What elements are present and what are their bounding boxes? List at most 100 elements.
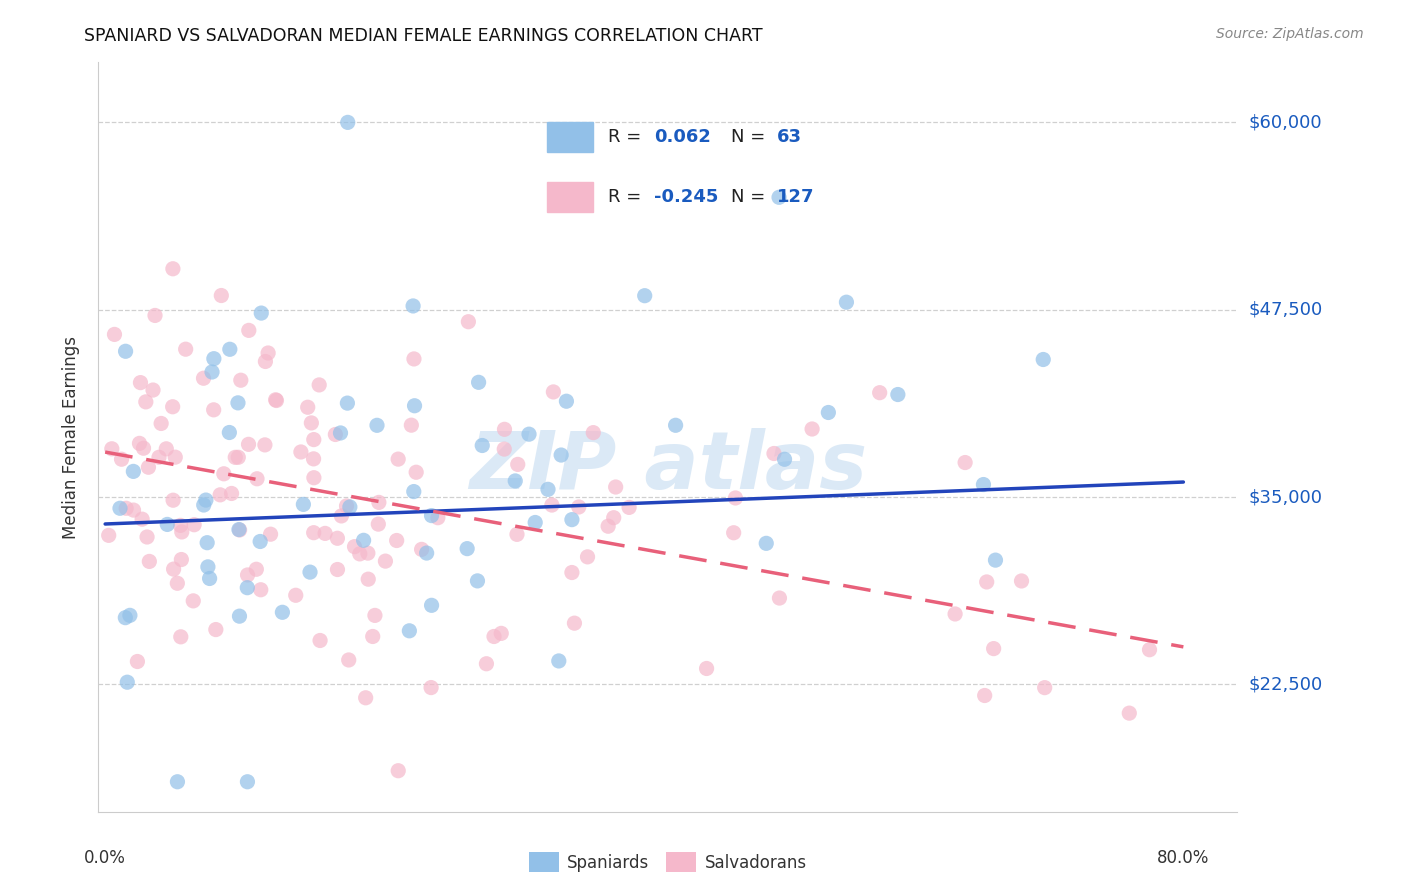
- Point: [302, 451, 325, 466]
- Point: [150, 417, 173, 431]
- Point: [353, 533, 375, 548]
- Point: [984, 553, 1007, 567]
- Point: [138, 554, 160, 568]
- Point: [202, 351, 225, 366]
- Point: [336, 396, 359, 410]
- Point: [103, 327, 125, 342]
- Point: [228, 523, 250, 537]
- Point: [299, 416, 322, 430]
- Point: [973, 689, 995, 703]
- Point: [326, 562, 349, 576]
- Point: [138, 460, 160, 475]
- Point: [467, 574, 489, 588]
- Point: [114, 610, 136, 624]
- Point: [1032, 352, 1054, 367]
- Point: [696, 661, 718, 675]
- Point: [524, 516, 547, 530]
- Point: [156, 517, 179, 532]
- Point: [290, 445, 312, 459]
- Point: [755, 536, 778, 550]
- Point: [246, 472, 269, 486]
- Point: [426, 510, 449, 524]
- Point: [194, 493, 217, 508]
- Point: [131, 512, 153, 526]
- Point: [402, 351, 425, 366]
- Point: [972, 477, 994, 491]
- Point: [337, 653, 360, 667]
- Point: [236, 568, 259, 582]
- Point: [561, 566, 583, 580]
- Point: [165, 450, 187, 465]
- Point: [209, 288, 232, 302]
- Point: [271, 605, 294, 619]
- Point: [420, 599, 443, 613]
- Point: [801, 422, 824, 436]
- Point: [198, 572, 221, 586]
- Point: [550, 448, 572, 462]
- Point: [343, 540, 366, 554]
- Point: [457, 315, 479, 329]
- Point: [339, 500, 361, 514]
- Point: [357, 546, 380, 560]
- Point: [314, 526, 336, 541]
- Point: [326, 531, 349, 545]
- Point: [374, 554, 396, 568]
- Point: [108, 501, 131, 516]
- Point: [506, 458, 529, 472]
- Point: [114, 344, 136, 359]
- Point: [202, 402, 225, 417]
- Point: [385, 533, 408, 548]
- Text: Source: ZipAtlas.com: Source: ZipAtlas.com: [1216, 27, 1364, 41]
- Point: [723, 525, 745, 540]
- Text: ZIP atlas: ZIP atlas: [468, 428, 868, 506]
- Point: [129, 376, 152, 390]
- Point: [127, 655, 149, 669]
- Point: [236, 774, 259, 789]
- Point: [325, 427, 347, 442]
- Point: [491, 626, 513, 640]
- Point: [329, 425, 352, 440]
- Point: [162, 400, 184, 414]
- Point: [209, 488, 232, 502]
- Point: [264, 392, 287, 407]
- Point: [582, 425, 605, 440]
- Text: 0.0%: 0.0%: [84, 849, 127, 867]
- Point: [835, 295, 858, 310]
- Point: [887, 387, 910, 401]
- Point: [357, 572, 380, 586]
- Point: [162, 261, 184, 276]
- Point: [598, 519, 620, 533]
- Point: [218, 425, 240, 440]
- Legend: Spaniards, Salvadorans: Spaniards, Salvadorans: [523, 846, 813, 879]
- Point: [174, 342, 197, 356]
- Point: [253, 438, 276, 452]
- Point: [221, 486, 243, 500]
- Point: [817, 405, 839, 419]
- Point: [122, 464, 145, 478]
- Point: [142, 383, 165, 397]
- Point: [162, 493, 184, 508]
- Point: [226, 450, 249, 465]
- Point: [547, 654, 569, 668]
- Point: [148, 450, 170, 465]
- Point: [335, 499, 357, 513]
- Point: [197, 559, 219, 574]
- Point: [475, 657, 498, 671]
- Point: [1033, 681, 1056, 695]
- Point: [517, 427, 540, 442]
- Text: $60,000: $60,000: [1249, 113, 1322, 131]
- Point: [482, 630, 505, 644]
- Point: [122, 503, 145, 517]
- Point: [245, 562, 267, 576]
- Point: [576, 549, 599, 564]
- Point: [201, 365, 224, 379]
- Point: [471, 438, 494, 452]
- Point: [494, 422, 516, 436]
- Point: [555, 394, 578, 409]
- Y-axis label: Median Female Earnings: Median Female Earnings: [62, 335, 80, 539]
- Point: [617, 500, 640, 515]
- Point: [266, 393, 288, 408]
- Point: [302, 525, 325, 540]
- Point: [367, 495, 389, 509]
- Point: [249, 534, 271, 549]
